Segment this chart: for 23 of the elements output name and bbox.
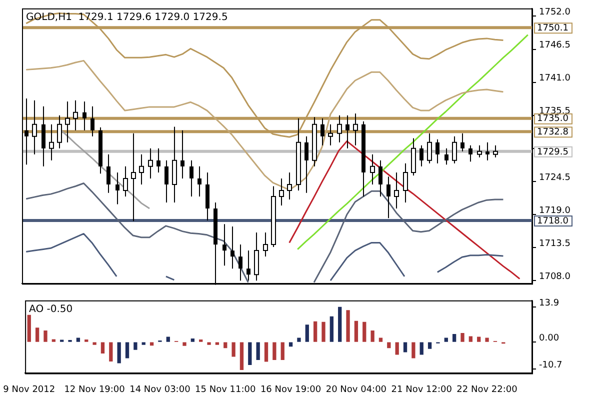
x-tick-label: 15 Nov 11:00	[195, 384, 256, 395]
ref-line-label: 1718.0	[537, 216, 569, 226]
x-tick-label: 12 Nov 19:00	[64, 384, 126, 395]
y-tick-label: 1719.0	[539, 206, 571, 216]
y-tick-label: 1746.5	[539, 40, 570, 51]
y-tick-label: 1741.0	[539, 74, 571, 84]
x-tick-label: 22 Nov 22:00	[456, 384, 518, 395]
x-tick-label: 21 Nov 12:00	[391, 384, 452, 395]
x-tick-label: 20 Nov 04:00	[326, 384, 387, 395]
ref-line-label: 1750.1	[537, 23, 568, 34]
y-tick-label: 13.9	[539, 298, 560, 309]
y-tick-label: 0.00	[539, 333, 560, 344]
y-tick-label: 1713.5	[539, 238, 570, 249]
chart-title: AO -0.50	[29, 304, 73, 315]
y-tick-label: 1724.5	[539, 172, 570, 183]
y-tick-label: 1708.0	[539, 272, 571, 282]
ref-line-label: 1729.5	[537, 147, 568, 158]
x-tick-label: 16 Nov 19:00	[260, 384, 322, 395]
x-tick-label: 14 Nov 03:00	[130, 384, 191, 395]
ref-line-label: 1732.8	[537, 127, 569, 138]
y-tick-label: -10.7	[539, 360, 562, 370]
x-tick-label: 9 Nov 2012	[3, 384, 56, 395]
y-tick-label: 1752.0	[539, 8, 571, 18]
